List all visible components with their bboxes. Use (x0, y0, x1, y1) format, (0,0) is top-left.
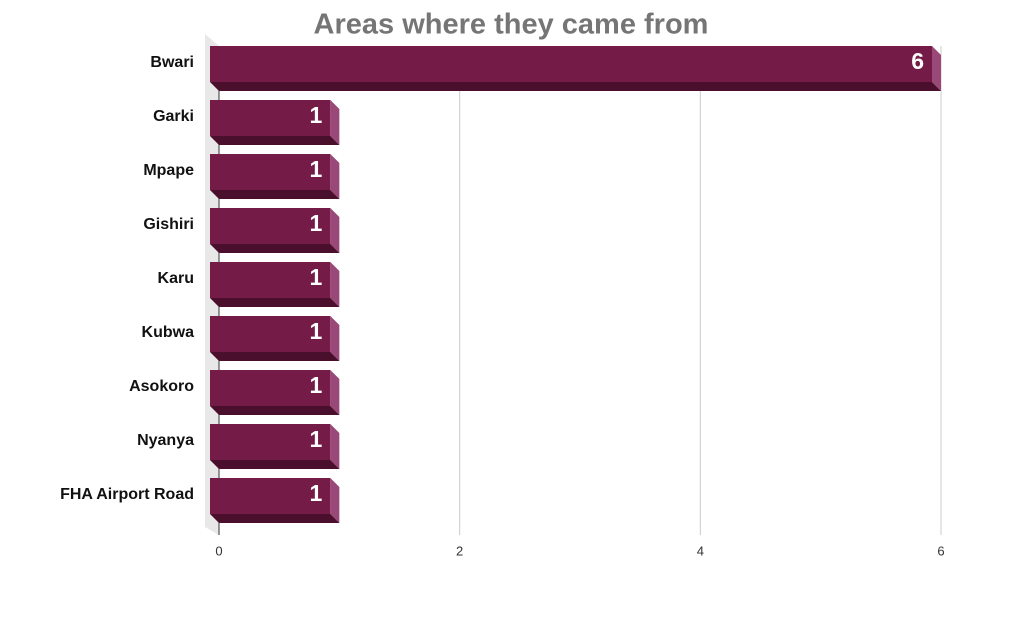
chart-title: Areas where they came from (314, 9, 709, 41)
bar-bottom (210, 82, 941, 91)
bar (210, 46, 941, 91)
data-label: 6 (911, 48, 924, 74)
bar-front (210, 262, 331, 298)
bar-side (330, 208, 340, 253)
bar-side (330, 478, 340, 523)
x-tick-label: 0 (215, 543, 222, 558)
bar (210, 316, 340, 361)
bar-bottom (210, 190, 340, 199)
y-tick-label: Nyanya (137, 432, 194, 449)
bar-front (210, 478, 331, 514)
data-label: 1 (310, 480, 323, 506)
bar-bottom (210, 514, 340, 523)
bar-front (210, 316, 331, 352)
x-tick-label: 6 (937, 543, 944, 558)
data-label: 1 (310, 210, 323, 236)
y-tick-label: Garki (153, 108, 194, 125)
y-tick-label: Gishiri (143, 216, 194, 233)
bar (210, 370, 340, 415)
data-label: 1 (310, 426, 323, 452)
y-tick-label: Kubwa (142, 324, 195, 341)
bar-front (210, 208, 331, 244)
y-tick-label: Asokoro (129, 378, 194, 395)
x-tick-label: 4 (697, 543, 704, 558)
bar (210, 478, 340, 523)
bar (210, 424, 340, 469)
bar-front (210, 100, 331, 136)
bar (210, 154, 340, 199)
y-tick-label: FHA Airport Road (60, 486, 194, 503)
bar-bottom (210, 298, 340, 307)
y-tick-label: Bwari (150, 54, 194, 71)
x-tick-label: 2 (456, 543, 463, 558)
bar-side (330, 316, 340, 361)
bar-bottom (210, 460, 340, 469)
bar-bottom (210, 244, 340, 253)
data-label: 1 (310, 372, 323, 398)
bar (210, 262, 340, 307)
bar-side (932, 46, 941, 91)
bar-front (210, 154, 331, 190)
bar-front (210, 46, 932, 82)
data-label: 1 (310, 264, 323, 290)
bar-front (210, 370, 331, 406)
bar-bottom (210, 406, 340, 415)
bar-side (330, 100, 340, 145)
data-label: 1 (310, 318, 323, 344)
data-label: 1 (310, 156, 323, 182)
bar-side (330, 370, 340, 415)
bar-side (330, 424, 340, 469)
bar (210, 100, 340, 145)
y-tick-label: Karu (158, 270, 194, 287)
bar-front (210, 424, 331, 460)
bar-side (330, 154, 340, 199)
bar-side (330, 262, 340, 307)
y-tick-label: Mpape (143, 162, 194, 179)
bar (210, 208, 340, 253)
data-label: 1 (310, 102, 323, 128)
bar-bottom (210, 352, 340, 361)
bar-bottom (210, 136, 340, 145)
